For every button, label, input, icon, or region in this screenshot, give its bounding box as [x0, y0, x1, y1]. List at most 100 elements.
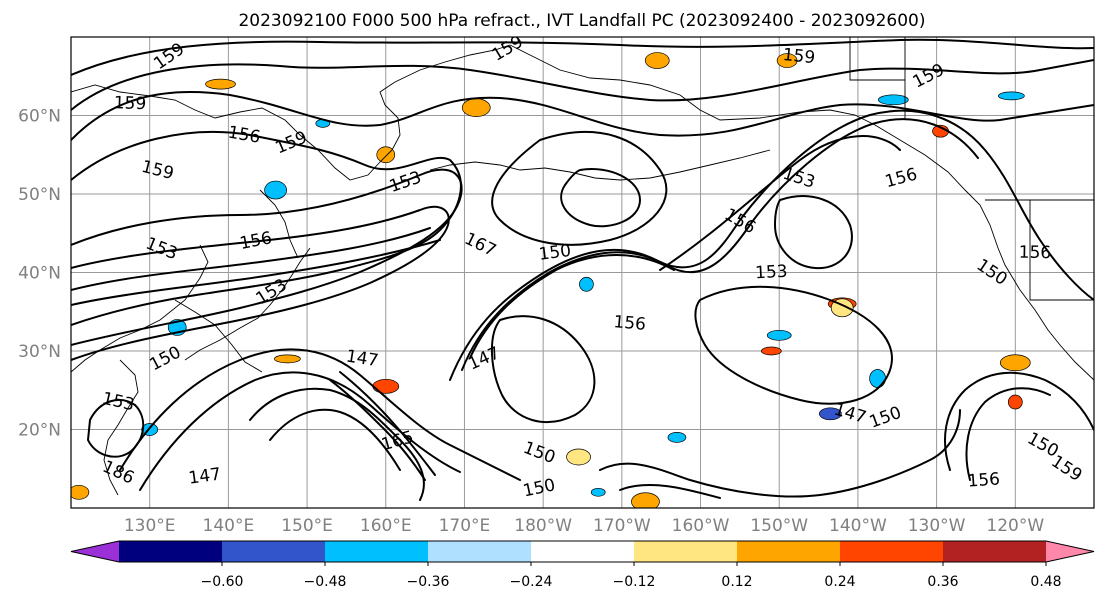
figure-title: 2023092100 F000 500 hPa refract., IVT La… [238, 11, 925, 31]
shading-blob [869, 369, 886, 388]
lat-tick-label: 20°N [18, 421, 61, 441]
colorbar-tick-label: −0.60 [201, 574, 244, 590]
colorbar-segment [737, 541, 841, 562]
colorbar-tick-label: 0.48 [1030, 574, 1061, 590]
lon-tick-label: 170°E [439, 516, 491, 536]
contour-line [71, 227, 441, 306]
shading-blob [644, 52, 670, 69]
contour-line [119, 348, 521, 491]
shading-blob [776, 53, 798, 68]
colorbar-segment [325, 541, 429, 562]
colorbar-segment [428, 541, 532, 562]
asia-coastline [71, 44, 511, 496]
colorbar-tick-label: 0.24 [824, 574, 855, 590]
shading-blob [1007, 394, 1023, 410]
contour-label: 147 [187, 464, 222, 488]
shading-blob [590, 487, 606, 497]
colorbar-tick-label: −0.48 [304, 574, 347, 590]
contour-label: 153 [755, 262, 788, 284]
map-frame [70, 36, 1095, 509]
contour-line [249, 387, 425, 501]
contour-line [944, 371, 1094, 481]
colorbar-segment [531, 541, 635, 562]
longitude-labels: 130°E 140°E 150°E 160°E 170°E 180°W 170°W 160°W… [124, 516, 1045, 536]
lat-tick-label: 40°N [18, 264, 61, 284]
colorbar-segment [943, 541, 1047, 562]
lat-tick-label: 60°N [18, 107, 61, 127]
contour-line [71, 38, 1094, 76]
lon-tick-label: 150°E [281, 516, 333, 536]
shading-blob [461, 98, 491, 118]
shading-blob [761, 346, 782, 356]
contour-label: 156 [613, 312, 647, 335]
shading-blob [999, 354, 1031, 372]
colorbar-extend-high [1046, 541, 1094, 562]
colorbar-segment [119, 541, 223, 562]
colorbar [70, 540, 1095, 563]
contour-line [469, 135, 901, 359]
colorbar-segment [634, 541, 738, 562]
contour-label: 150 [538, 241, 573, 265]
colorbar-tick-label: 0.36 [927, 574, 958, 590]
lon-tick-label: 160°W [672, 516, 730, 536]
shading-blob [205, 78, 236, 90]
shading-blob [877, 94, 909, 106]
contour-line [329, 371, 436, 481]
contour-line [71, 168, 463, 346]
latitude-labels: 20°N 30°N 40°N 50°N 60°N [18, 107, 61, 441]
contour-line [449, 109, 1094, 381]
japan-coastline [184, 247, 311, 361]
shading-blob [667, 432, 687, 443]
lon-tick-label: 120°W [986, 516, 1044, 536]
contour-line [774, 195, 853, 270]
contour-line [491, 315, 596, 424]
shading-blob [998, 91, 1025, 101]
lat-tick-label: 30°N [18, 342, 61, 362]
contour-line [694, 285, 893, 405]
contour-line [560, 168, 641, 228]
shading-blob [579, 276, 594, 292]
lon-tick-label: 170°W [593, 516, 651, 536]
colorbar-extend-low [71, 541, 119, 562]
shading-blob [264, 180, 287, 200]
contour-line [599, 409, 961, 499]
north-america-coastline [509, 37, 1094, 381]
lon-tick-label: 130°W [908, 516, 966, 536]
contour-line [461, 118, 979, 371]
lat-tick-label: 50°N [18, 185, 61, 205]
lon-tick-label: 150°W [750, 516, 808, 536]
contour-line [71, 59, 1094, 111]
contour-line [491, 131, 668, 246]
contour-label: 156 [967, 469, 1001, 491]
shading-blob [71, 484, 90, 500]
contour-label: 159 [782, 45, 816, 68]
shading-blob [376, 146, 396, 164]
shading-blob [274, 354, 301, 364]
refractivity-contours [71, 38, 1094, 501]
colorbar-tick-labels: −0.60 −0.48 −0.36 −0.24 −0.12 0.12 0.24 0.36 0.4… [201, 562, 1062, 590]
colorbar-segment [222, 541, 326, 562]
shading-blob [566, 448, 591, 466]
lon-tick-label: 140°E [203, 516, 255, 536]
lon-tick-label: 160°E [360, 516, 412, 536]
lon-tick-label: 180°W [514, 516, 572, 536]
shading-blob [631, 492, 660, 508]
colorbar-tick-label: 0.12 [721, 574, 752, 590]
coastlines [71, 37, 1094, 496]
colorbar-tick-label: −0.36 [407, 574, 450, 590]
shading-blob [372, 378, 400, 394]
contour-line [87, 399, 145, 458]
shading-blob [766, 329, 792, 341]
contour-line [71, 91, 1094, 141]
colorbar-tick-label: −0.12 [613, 574, 656, 590]
shading-blob [819, 407, 842, 421]
colorbar-outline [70, 540, 1095, 563]
colorbar-tick-label: −0.24 [510, 574, 553, 590]
aleutian-islands [429, 149, 771, 181]
lon-tick-label: 140°W [829, 516, 887, 536]
contour-label: 156 [1019, 243, 1052, 264]
colorbar-segment [840, 541, 944, 562]
